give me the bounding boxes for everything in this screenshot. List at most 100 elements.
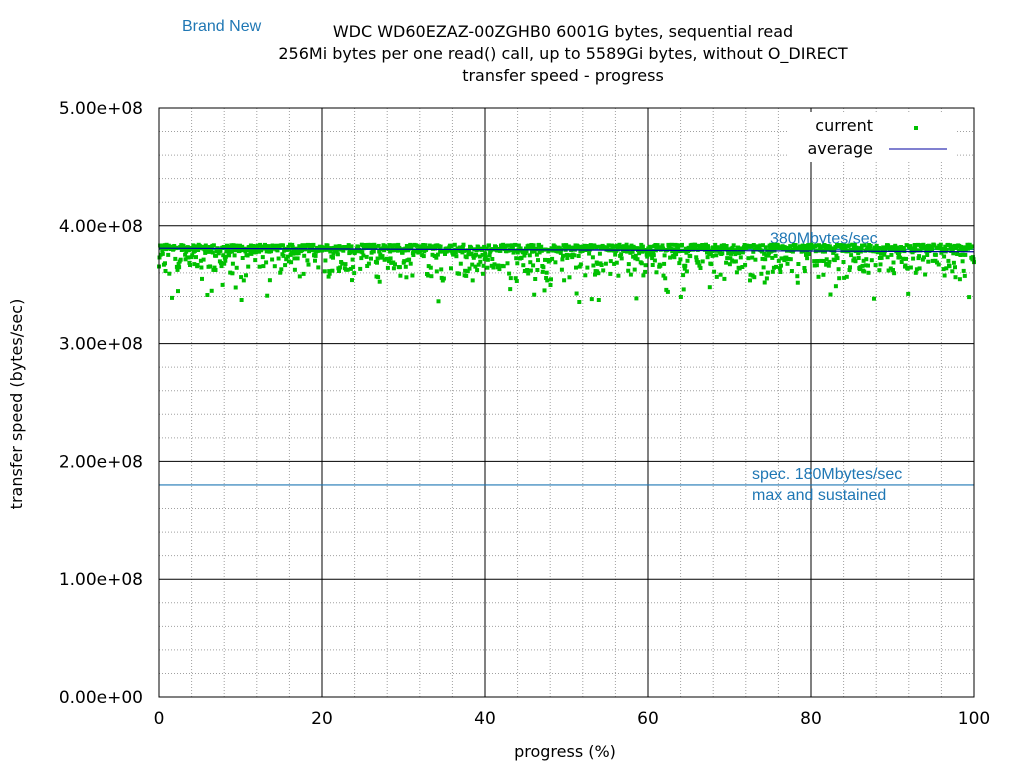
- current-point: [700, 259, 705, 264]
- current-point: [661, 273, 666, 278]
- current-point: [463, 268, 468, 273]
- current-point: [212, 265, 217, 270]
- current-point: [651, 253, 656, 258]
- current-point: [158, 252, 163, 257]
- current-point: [490, 257, 495, 261]
- current-point: [228, 270, 233, 275]
- current-point: [225, 243, 229, 248]
- current-point: [686, 245, 691, 250]
- current-point: [565, 256, 570, 260]
- current-point: [677, 261, 682, 266]
- current-point: [785, 261, 790, 266]
- current-point: [681, 273, 686, 278]
- current-point: [163, 261, 167, 266]
- current-point: [351, 265, 356, 270]
- current-point: [757, 245, 762, 250]
- current-point: [245, 248, 250, 253]
- current-point: [769, 242, 774, 247]
- current-point: [504, 249, 509, 254]
- current-point: [349, 244, 354, 249]
- current-point: [860, 243, 864, 248]
- y-tick-label: 4.00e+08: [59, 217, 143, 237]
- current-point: [209, 288, 214, 293]
- current-point: [233, 248, 238, 253]
- current-point: [877, 268, 882, 273]
- current-point: [770, 255, 775, 260]
- current-point: [650, 256, 655, 261]
- current-point: [433, 246, 438, 251]
- current-point: [891, 260, 896, 265]
- current-point: [391, 266, 396, 271]
- current-point: [281, 243, 285, 248]
- current-point: [288, 242, 292, 247]
- current-point: [354, 248, 359, 253]
- current-point: [334, 249, 339, 254]
- current-point: [764, 276, 769, 281]
- current-point: [941, 267, 946, 272]
- current-point: [350, 257, 355, 262]
- current-point: [762, 280, 767, 285]
- current-point: [350, 278, 354, 283]
- current-point: [774, 264, 779, 269]
- current-point: [958, 253, 963, 257]
- current-point: [291, 251, 296, 256]
- current-point: [501, 264, 506, 269]
- current-point: [237, 249, 242, 253]
- current-point: [423, 243, 428, 248]
- current-point: [246, 264, 251, 269]
- current-point: [942, 273, 947, 278]
- current-point: [665, 247, 670, 252]
- tick-labels: 0 20 40 60 80 100 0.00e+00 1.00e+08 2.00e+08 3.00…: [59, 99, 990, 729]
- current-point: [705, 255, 710, 260]
- current-point: [454, 254, 459, 259]
- current-point: [824, 257, 829, 262]
- current-point: [723, 247, 728, 252]
- current-point: [340, 261, 345, 266]
- current-point: [733, 259, 738, 264]
- current-point: [641, 273, 646, 278]
- current-point: [537, 250, 542, 255]
- current-point: [748, 272, 753, 277]
- current-point: [819, 258, 824, 263]
- current-point: [360, 243, 365, 248]
- current-point: [590, 255, 595, 260]
- legend-current-marker: [914, 126, 918, 130]
- current-point: [221, 245, 226, 249]
- current-point: [697, 263, 702, 268]
- current-point: [856, 256, 861, 260]
- current-point: [709, 262, 714, 267]
- current-point: [182, 247, 187, 252]
- current-point: [777, 246, 782, 250]
- current-point: [737, 251, 742, 256]
- current-point: [297, 274, 302, 279]
- current-point: [795, 274, 800, 279]
- current-point: [601, 268, 606, 273]
- current-point: [222, 261, 227, 266]
- current-point: [844, 274, 849, 279]
- minor-grid: [159, 108, 974, 697]
- current-point: [170, 295, 174, 300]
- legend: current average: [787, 112, 957, 162]
- current-point: [637, 249, 642, 254]
- current-point: [779, 263, 783, 268]
- current-point: [543, 257, 547, 262]
- current-point: [428, 265, 433, 270]
- current-point: [685, 258, 690, 263]
- current-point: [527, 253, 532, 258]
- current-point: [478, 259, 483, 264]
- current-point: [676, 245, 681, 250]
- current-point: [737, 266, 742, 271]
- current-point: [738, 255, 743, 260]
- current-point: [476, 245, 481, 250]
- current-point: [499, 246, 504, 251]
- current-point: [219, 264, 224, 269]
- current-point: [221, 253, 226, 258]
- current-point: [232, 253, 237, 258]
- current-point: [912, 248, 917, 253]
- current-point: [846, 243, 851, 248]
- current-point: [528, 260, 533, 265]
- current-point: [201, 257, 206, 262]
- current-point: [791, 247, 796, 252]
- current-point: [905, 266, 910, 271]
- current-point: [388, 256, 393, 261]
